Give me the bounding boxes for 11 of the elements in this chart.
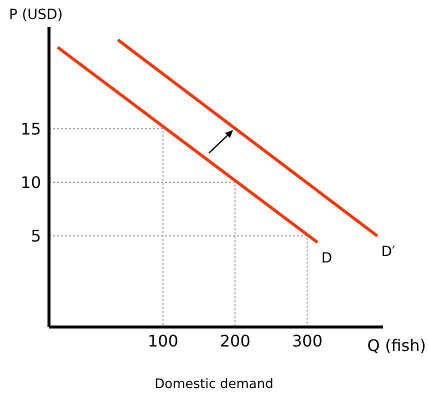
y-axis-title: P (USD) bbox=[9, 7, 63, 23]
x-axis-title: Q (fish) bbox=[367, 336, 426, 355]
series-label: D′ bbox=[381, 244, 396, 260]
x-tick-label: 300 bbox=[292, 331, 323, 350]
y-tick-label: 10 bbox=[20, 173, 41, 192]
series-label: D bbox=[321, 250, 332, 266]
y-tick-label: 15 bbox=[20, 119, 41, 138]
x-tick-label: 100 bbox=[148, 331, 178, 350]
x-tick-label: 200 bbox=[220, 331, 250, 350]
y-tick-label: 5 bbox=[30, 226, 41, 246]
text: Domestic demand bbox=[154, 377, 274, 392]
